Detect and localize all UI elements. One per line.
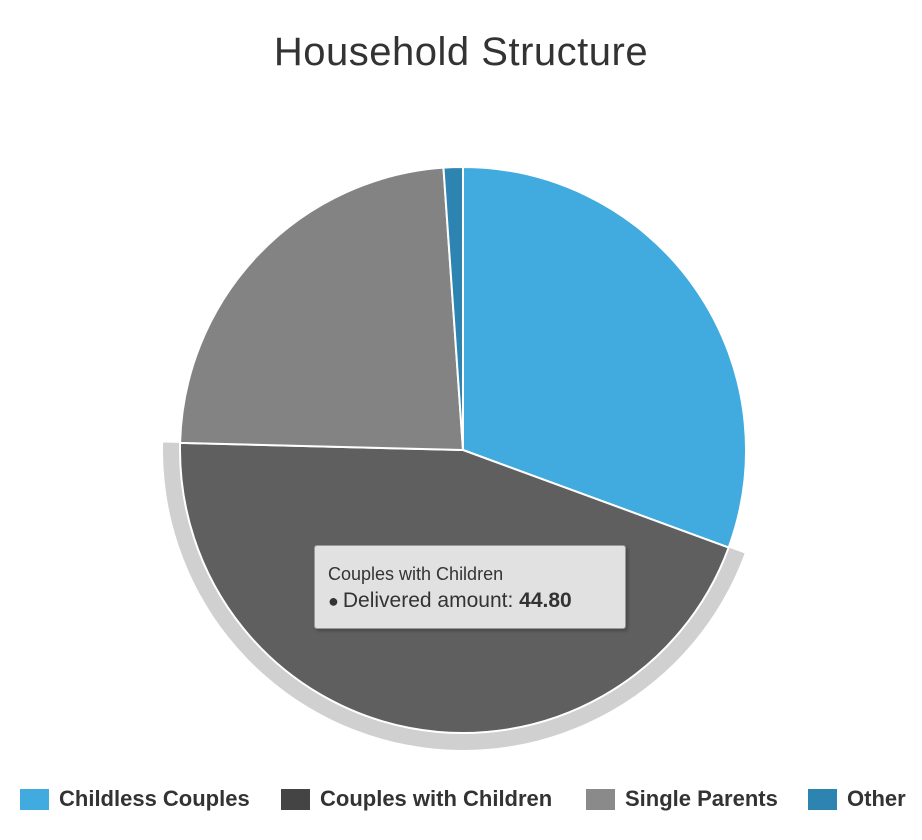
pie-slices-layer — [179, 166, 747, 734]
tooltip: Couples with Children ● Delivered amount:… — [314, 545, 626, 629]
legend-item-couples-with-children[interactable]: Couples with Children — [281, 784, 552, 814]
pie-slice-other[interactable] — [442, 166, 464, 451]
chart-title: Household Structure — [273, 30, 649, 74]
legend-label: Childless Couples — [59, 786, 250, 811]
legend-item-single-parents[interactable]: Single Parents — [586, 784, 778, 814]
bullet-icon: ● — [328, 591, 339, 611]
legend-swatch — [808, 788, 837, 810]
legend-item-other[interactable]: Other — [808, 784, 906, 814]
tooltip-series-name: Couples with Children — [328, 564, 504, 584]
legend-label: Other — [847, 786, 906, 811]
legend-item-childless-couples[interactable]: Childless Couples — [20, 784, 250, 814]
legend-label: Single Parents — [625, 786, 778, 811]
legend-swatch — [20, 788, 49, 810]
tooltip-label: Delivered amount: — [342, 589, 514, 612]
pie-slice-childless-couples[interactable] — [462, 166, 747, 549]
tooltip-value: 44.80 — [519, 589, 572, 612]
tooltip-row: ● Delivered amount: 44.80 — [328, 587, 612, 615]
legend-label: Couples with Children — [320, 786, 553, 811]
legend-swatch — [281, 788, 310, 810]
pie-slice-single-parents[interactable] — [179, 166, 464, 451]
legend-swatch — [586, 788, 615, 810]
